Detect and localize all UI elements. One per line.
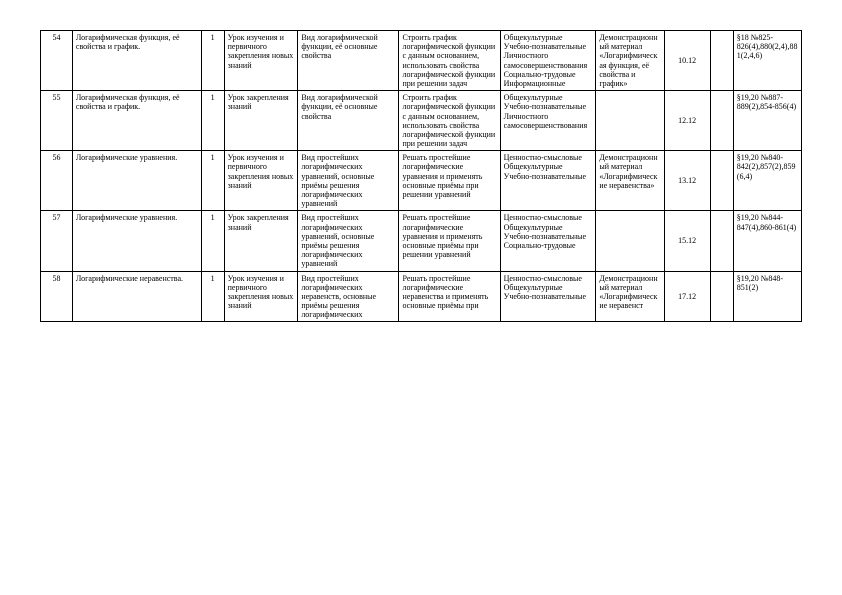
cell-spare — [710, 211, 733, 271]
cell-date: 13.12 — [664, 151, 710, 211]
cell-activity: Решать простейшие логарифмические нераве… — [399, 271, 500, 322]
cell-num: 56 — [41, 151, 73, 211]
cell-spare — [710, 91, 733, 151]
cell-activity: Строить график логарифмической функции с… — [399, 91, 500, 151]
cell-topic: Логарифмические уравнения. — [72, 151, 201, 211]
cell-competence: Ценностно-смысловые Общекультурные Учебн… — [500, 151, 596, 211]
table-row: 57Логарифмические уравнения.1Урок закреп… — [41, 211, 802, 271]
cell-topic: Логарифмические уравнения. — [72, 211, 201, 271]
cell-activity: Решать простейшие логарифмические уравне… — [399, 211, 500, 271]
cell-hw: §19,20 №848-851(2) — [733, 271, 801, 322]
cell-date: 15.12 — [664, 211, 710, 271]
table-row: 55Логарифмическая функция, её свойства и… — [41, 91, 802, 151]
cell-lesson_type: Урок изучения и первичного закрепления н… — [224, 151, 298, 211]
cell-hw: §18 №825-826(4),880(2,4),881(2,4,6) — [733, 31, 801, 91]
cell-material: Демонстрационный материал «Логарифмическ… — [596, 271, 664, 322]
cell-activity: Решать простейшие логарифмические уравне… — [399, 151, 500, 211]
cell-material: Демонстрационный материал «Логарифмическ… — [596, 151, 664, 211]
cell-material: Демонстрационный материал «Логарифмическ… — [596, 31, 664, 91]
cell-lesson_type: Урок закрепления знаний — [224, 211, 298, 271]
cell-lesson_type: Урок закрепления знаний — [224, 91, 298, 151]
cell-num: 54 — [41, 31, 73, 91]
cell-content: Вид простейших логарифмических неравенст… — [298, 271, 399, 322]
cell-content: Вид простейших логарифмических уравнений… — [298, 211, 399, 271]
cell-spare — [710, 271, 733, 322]
curriculum-table: 54Логарифмическая функция, её свойства и… — [40, 30, 802, 322]
cell-content: Вид логарифмической функции, её основные… — [298, 31, 399, 91]
cell-date: 10.12 — [664, 31, 710, 91]
cell-num: 58 — [41, 271, 73, 322]
cell-spare — [710, 151, 733, 211]
cell-content: Вид логарифмической функции, её основные… — [298, 91, 399, 151]
cell-hw: §19,20 №840-842(2),857(2),859(6,4) — [733, 151, 801, 211]
cell-num: 55 — [41, 91, 73, 151]
cell-hours: 1 — [201, 91, 224, 151]
cell-lesson_type: Урок изучения и первичного закрепления н… — [224, 271, 298, 322]
cell-material — [596, 91, 664, 151]
cell-date: 17.12 — [664, 271, 710, 322]
cell-competence: Общекультурные Учебно-познавательные Лич… — [500, 31, 596, 91]
table-row: 54Логарифмическая функция, её свойства и… — [41, 31, 802, 91]
cell-hours: 1 — [201, 31, 224, 91]
cell-hours: 1 — [201, 271, 224, 322]
cell-material — [596, 211, 664, 271]
cell-competence: Ценностно-смысловые Общекультурные Учебн… — [500, 211, 596, 271]
cell-activity: Строить график логарифмической функции с… — [399, 31, 500, 91]
cell-hours: 1 — [201, 211, 224, 271]
cell-content: Вид простейших логарифмических уравнений… — [298, 151, 399, 211]
cell-competence: Ценностно-смысловые Общекультурные Учебн… — [500, 271, 596, 322]
cell-topic: Логарифмическая функция, её свойства и г… — [72, 91, 201, 151]
cell-spare — [710, 31, 733, 91]
table-row: 58Логарифмические неравенства.1Урок изуч… — [41, 271, 802, 322]
cell-hw: §19,20 №887-889(2),854-856(4) — [733, 91, 801, 151]
cell-num: 57 — [41, 211, 73, 271]
table-row: 56Логарифмические уравнения.1Урок изучен… — [41, 151, 802, 211]
cell-competence: Общекультурные Учебно-познавательные Лич… — [500, 91, 596, 151]
cell-topic: Логарифмическая функция, её свойства и г… — [72, 31, 201, 91]
cell-topic: Логарифмические неравенства. — [72, 271, 201, 322]
cell-date: 12.12 — [664, 91, 710, 151]
cell-lesson_type: Урок изучения и первичного закрепления н… — [224, 31, 298, 91]
cell-hours: 1 — [201, 151, 224, 211]
cell-hw: §19,20 №844-847(4),860-861(4) — [733, 211, 801, 271]
